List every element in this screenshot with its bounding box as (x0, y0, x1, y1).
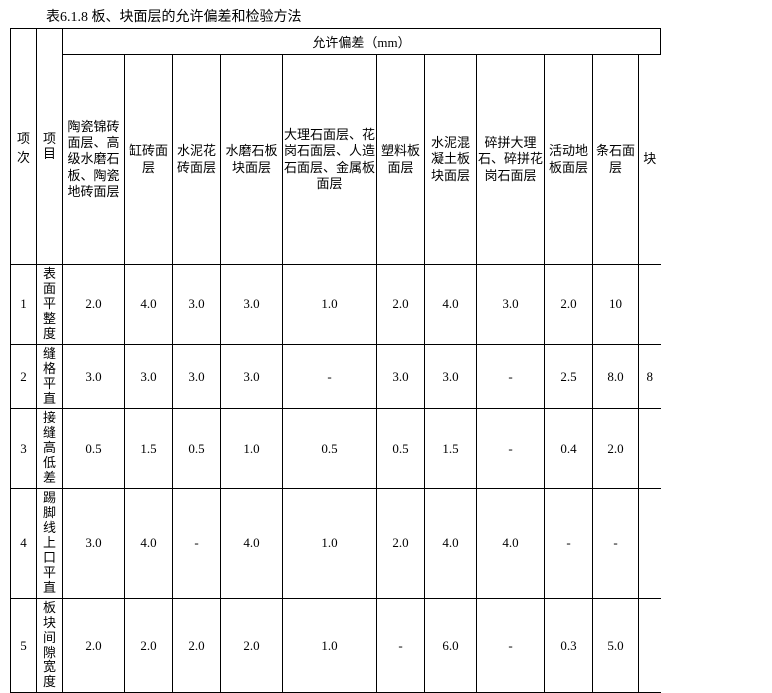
group-header: 允许偏差（mm） (63, 29, 661, 55)
row-index: 5 (11, 598, 37, 693)
cell-value: 8 (639, 344, 661, 409)
cell-value: - (377, 598, 425, 693)
cell-value: - (593, 489, 639, 599)
col-header: 条石面层 (593, 55, 639, 265)
cell-value: 4.0 (425, 265, 477, 345)
col-header: 塑料板面层 (377, 55, 425, 265)
col-header: 水泥混凝土板块面层 (425, 55, 477, 265)
row-item-name: 缝格平直 (37, 344, 63, 409)
cell-value: 1.5 (125, 409, 173, 489)
row-item-name: 接缝高低差 (37, 409, 63, 489)
cell-value: 2.0 (377, 489, 425, 599)
col-header: 块 (639, 55, 661, 265)
cell-value: 8.0 (593, 344, 639, 409)
cell-value: - (477, 598, 545, 693)
cell-value: 4.0 (125, 489, 173, 599)
row-index: 1 (11, 265, 37, 345)
row-item-name: 表面平整度 (37, 265, 63, 345)
table-row: 3接缝高低差0.51.50.51.00.50.51.5-0.42.0 (11, 409, 661, 489)
cell-value: 6.0 (425, 598, 477, 693)
table-row: 2缝格平直3.03.03.03.0-3.03.0-2.58.08 (11, 344, 661, 409)
cell-value: 2.0 (221, 598, 283, 693)
cell-value: 3.0 (221, 344, 283, 409)
cell-value: 2.0 (593, 409, 639, 489)
cell-value: 0.4 (545, 409, 593, 489)
col-item-header: 项目 (37, 29, 63, 265)
cell-value: 0.5 (173, 409, 221, 489)
row-item-name: 板块间隙宽度 (37, 598, 63, 693)
cell-value: 2.5 (545, 344, 593, 409)
table-caption: 表6.1.8 板、块面层的允许偏差和检验方法 (46, 6, 772, 26)
cell-value: 0.5 (283, 409, 377, 489)
cell-value: - (173, 489, 221, 599)
col-header: 大理石面层、花岗石面层、人造石面层、金属板面层 (283, 55, 377, 265)
tolerance-table: 项次 项目 允许偏差（mm） 陶瓷锦砖面层、高级水磨石板、陶瓷地砖面层 缸砖面层… (10, 28, 661, 693)
cell-value: 0.3 (545, 598, 593, 693)
row-index: 2 (11, 344, 37, 409)
cell-value: 2.0 (125, 598, 173, 693)
cell-value: 4.0 (221, 489, 283, 599)
cell-value: 2.0 (545, 265, 593, 345)
row-item-name: 踢脚线上口平直 (37, 489, 63, 599)
cell-value: 3.0 (221, 265, 283, 345)
col-header: 活动地板面层 (545, 55, 593, 265)
cell-value: 1.0 (283, 265, 377, 345)
cell-value: 1.0 (283, 598, 377, 693)
cell-value: 3.0 (173, 344, 221, 409)
cell-value: 10 (593, 265, 639, 345)
cell-value: 2.0 (377, 265, 425, 345)
cell-value: 4.0 (477, 489, 545, 599)
cell-value: 0.5 (377, 409, 425, 489)
row-index: 4 (11, 489, 37, 599)
cell-value: 4.0 (125, 265, 173, 345)
cell-value: 5.0 (593, 598, 639, 693)
cell-value: 2.0 (63, 265, 125, 345)
cell-value: 3.0 (63, 489, 125, 599)
col-index-header: 项次 (11, 29, 37, 265)
cell-value: 3.0 (425, 344, 477, 409)
cell-value: 3.0 (173, 265, 221, 345)
table-row: 4踢脚线上口平直3.04.0-4.01.02.04.04.0-- (11, 489, 661, 599)
col-header: 缸砖面层 (125, 55, 173, 265)
cell-value: 2.0 (173, 598, 221, 693)
cell-value: - (477, 344, 545, 409)
cell-value: 4.0 (425, 489, 477, 599)
cell-value: - (283, 344, 377, 409)
cell-value: 3.0 (125, 344, 173, 409)
table-row: 1表面平整度2.04.03.03.01.02.04.03.02.010 (11, 265, 661, 345)
cell-value: 1.5 (425, 409, 477, 489)
cell-value: - (545, 489, 593, 599)
cell-value: 3.0 (377, 344, 425, 409)
col-header: 水泥花砖面层 (173, 55, 221, 265)
cell-value: 3.0 (477, 265, 545, 345)
cell-value (639, 265, 661, 345)
cell-value (639, 489, 661, 599)
cell-value: 0.5 (63, 409, 125, 489)
table-row: 5板块间隙宽度2.02.02.02.01.0-6.0-0.35.0 (11, 598, 661, 693)
col-header: 陶瓷锦砖面层、高级水磨石板、陶瓷地砖面层 (63, 55, 125, 265)
cell-value: 1.0 (221, 409, 283, 489)
row-index: 3 (11, 409, 37, 489)
cell-value: 2.0 (63, 598, 125, 693)
cell-value (639, 409, 661, 489)
cell-value: 3.0 (63, 344, 125, 409)
col-header: 碎拼大理石、碎拼花岗石面层 (477, 55, 545, 265)
col-header: 水磨石板块面层 (221, 55, 283, 265)
cell-value: 1.0 (283, 489, 377, 599)
cell-value (639, 598, 661, 693)
cell-value: - (477, 409, 545, 489)
